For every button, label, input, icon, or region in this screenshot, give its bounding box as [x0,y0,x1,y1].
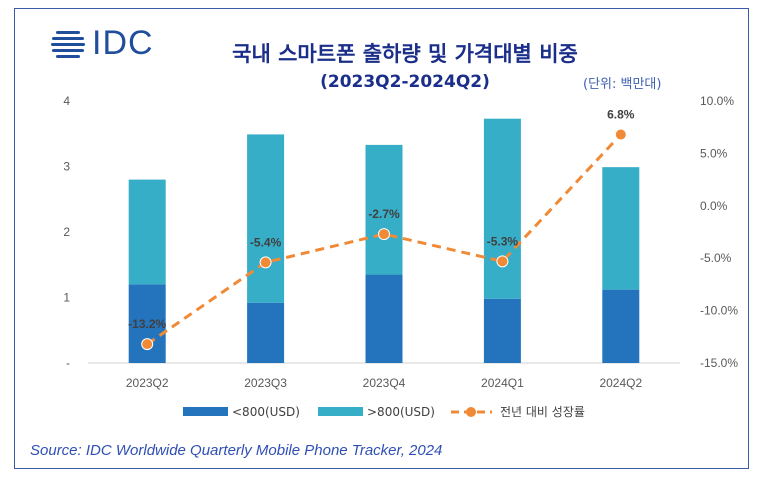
y2-tick-label: -10.0% [700,304,738,318]
y2-tick-label: 5.0% [700,146,728,160]
source-note: Source: IDC Worldwide Quarterly Mobile P… [30,442,443,459]
legend-label-under800: <800(USD) [232,405,300,419]
x-tick-label: 2024Q2 [599,376,642,390]
y-tick-label: 2 [63,225,70,239]
bar-under800 [247,302,285,363]
growth-point [496,255,509,268]
y-tick-label: 4 [63,94,70,108]
bar-under800 [483,298,521,363]
growth-data-label: -5.3% [487,234,519,248]
bar-over800 [483,118,521,299]
x-tick-label: 2023Q4 [363,376,406,390]
y2-tick-label: 0.0% [700,199,728,213]
growth-point [141,338,154,351]
legend-label-over800: >800(USD) [367,405,435,419]
bar-under800 [602,289,640,363]
chart-title: 국내 스마트폰 출하량 및 가격대별 비중 [232,42,578,66]
x-tick-label: 2023Q3 [244,376,287,390]
bar-over800 [128,179,166,285]
y2-tick-label: -15.0% [700,356,738,370]
y-tick-label: - [66,356,70,370]
bar-over800 [247,134,285,303]
legend-swatch-over800 [318,407,363,416]
y-tick-label: 1 [63,291,70,305]
legend-label-growth: 전년 대비 성장률 [500,405,585,419]
bar-under800 [365,274,403,363]
bar-over800 [365,144,403,275]
growth-data-label: -2.7% [368,207,400,221]
x-tick-label: 2024Q1 [481,376,524,390]
bar-over800 [602,167,640,290]
y-tick-label: 3 [63,160,70,174]
growth-point [614,128,627,141]
idc-logo: IDC [50,24,154,63]
legend-marker-growth [466,407,476,417]
y2-tick-label: -5.0% [700,251,732,265]
x-tick-label: 2023Q2 [126,376,169,390]
unit-label: (단위: 백만대) [583,77,662,92]
growth-line [146,133,622,346]
growth-point [259,256,272,269]
y2-tick-label: 10.0% [700,94,734,108]
growth-data-label: -5.4% [250,235,282,249]
growth-data-label: 6.8% [607,108,635,122]
logo-text: IDC [92,24,154,62]
growth-point [378,228,390,241]
globe-icon [51,30,85,58]
chart-subtitle: (2023Q2-2024Q2) [320,72,490,92]
legend-swatch-under800 [183,407,228,416]
growth-data-label: -13.2% [128,317,166,331]
